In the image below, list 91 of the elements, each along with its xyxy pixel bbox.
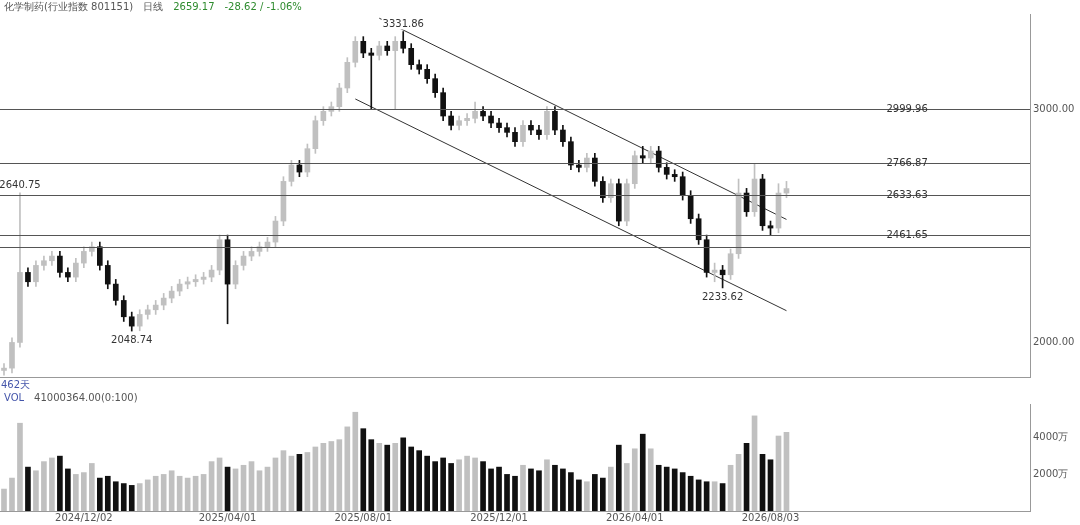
bar <box>17 422 23 511</box>
chart-title: 化学制药(行业指数 801151) <box>4 1 134 12</box>
bar <box>496 466 502 511</box>
bar <box>376 443 383 511</box>
bar <box>663 466 670 511</box>
bar <box>120 483 127 511</box>
bar <box>384 444 391 511</box>
bar <box>392 443 399 511</box>
bar <box>679 472 686 511</box>
y-tick-label: 4000万 <box>1033 431 1069 443</box>
candlestick <box>1 363 7 376</box>
bar <box>112 481 119 511</box>
candlestick <box>671 169 678 182</box>
bar <box>647 448 654 511</box>
bar <box>128 485 135 511</box>
x-tick-label: 2025/08/01 <box>334 511 393 523</box>
x-tick-label: 2024/12/02 <box>55 511 113 523</box>
bar <box>65 468 71 511</box>
x-tick-label: 2025/12/01 <box>470 511 528 523</box>
bar <box>576 479 582 511</box>
candlestick <box>392 36 399 110</box>
bar <box>592 474 598 511</box>
bar <box>25 466 31 511</box>
bar <box>623 463 630 511</box>
bar <box>520 464 526 511</box>
bar <box>536 470 542 511</box>
bar <box>544 459 550 511</box>
bar <box>615 444 622 511</box>
bar <box>33 470 39 511</box>
text: 2659.17 <box>173 1 215 12</box>
bar <box>512 475 518 511</box>
bar <box>144 479 151 511</box>
bar <box>104 475 111 511</box>
chart-subtitle: 41000364.00(0:100) <box>34 392 138 403</box>
x-tick-label: 2025/04/01 <box>198 511 257 523</box>
text: 462天 <box>1 378 31 392</box>
bar <box>73 474 79 511</box>
bar <box>57 455 63 511</box>
bar <box>81 472 87 511</box>
bar <box>416 450 423 511</box>
bar <box>352 411 359 511</box>
chart-title: VOL <box>4 392 25 403</box>
bar <box>440 457 446 511</box>
bar <box>152 475 159 511</box>
bar <box>344 426 351 511</box>
bar <box>671 468 678 511</box>
bar <box>464 455 470 511</box>
bar <box>560 468 566 511</box>
chart-subtitle: 日线 <box>143 1 164 12</box>
bar <box>160 474 167 511</box>
bar <box>504 474 510 511</box>
bar <box>424 455 430 511</box>
candlestick <box>639 146 646 164</box>
bar <box>472 457 478 511</box>
candlestick <box>368 47 375 110</box>
bar <box>88 463 95 511</box>
candlestick <box>464 113 470 126</box>
bar <box>96 477 103 511</box>
text: -28.62 / -1.06% <box>224 1 302 12</box>
bar <box>368 439 375 511</box>
bar <box>639 433 646 511</box>
bar <box>528 468 534 511</box>
bar <box>408 446 415 511</box>
bar <box>41 461 47 511</box>
bar <box>456 459 462 511</box>
annotation: 2640.75 <box>0 179 41 191</box>
bar <box>9 477 15 511</box>
annotation: 2233.62 <box>701 290 744 302</box>
bar <box>136 483 143 511</box>
y-tick-label: 3000.00 <box>1033 102 1075 114</box>
y-tick-label: 2000万 <box>1033 468 1069 480</box>
bar <box>360 428 367 511</box>
bar <box>568 472 574 511</box>
bar <box>432 461 438 511</box>
annotation: 2048.74 <box>111 333 153 345</box>
bar <box>1 488 7 511</box>
bar <box>480 461 486 511</box>
bar <box>631 448 638 511</box>
bar <box>584 481 590 511</box>
bar <box>600 477 606 511</box>
y-tick-label: 2000.00 <box>1033 336 1075 348</box>
x-tick-label: 2026/04/01 <box>605 511 664 523</box>
annotation: 3331.86 <box>382 18 424 30</box>
bar <box>49 457 55 511</box>
bar <box>607 466 614 511</box>
bar <box>448 463 454 511</box>
bar <box>655 464 662 511</box>
bar <box>400 437 407 511</box>
x-tick-label: 2026/08/03 <box>741 511 800 523</box>
bar <box>488 468 494 511</box>
bar <box>552 464 558 511</box>
